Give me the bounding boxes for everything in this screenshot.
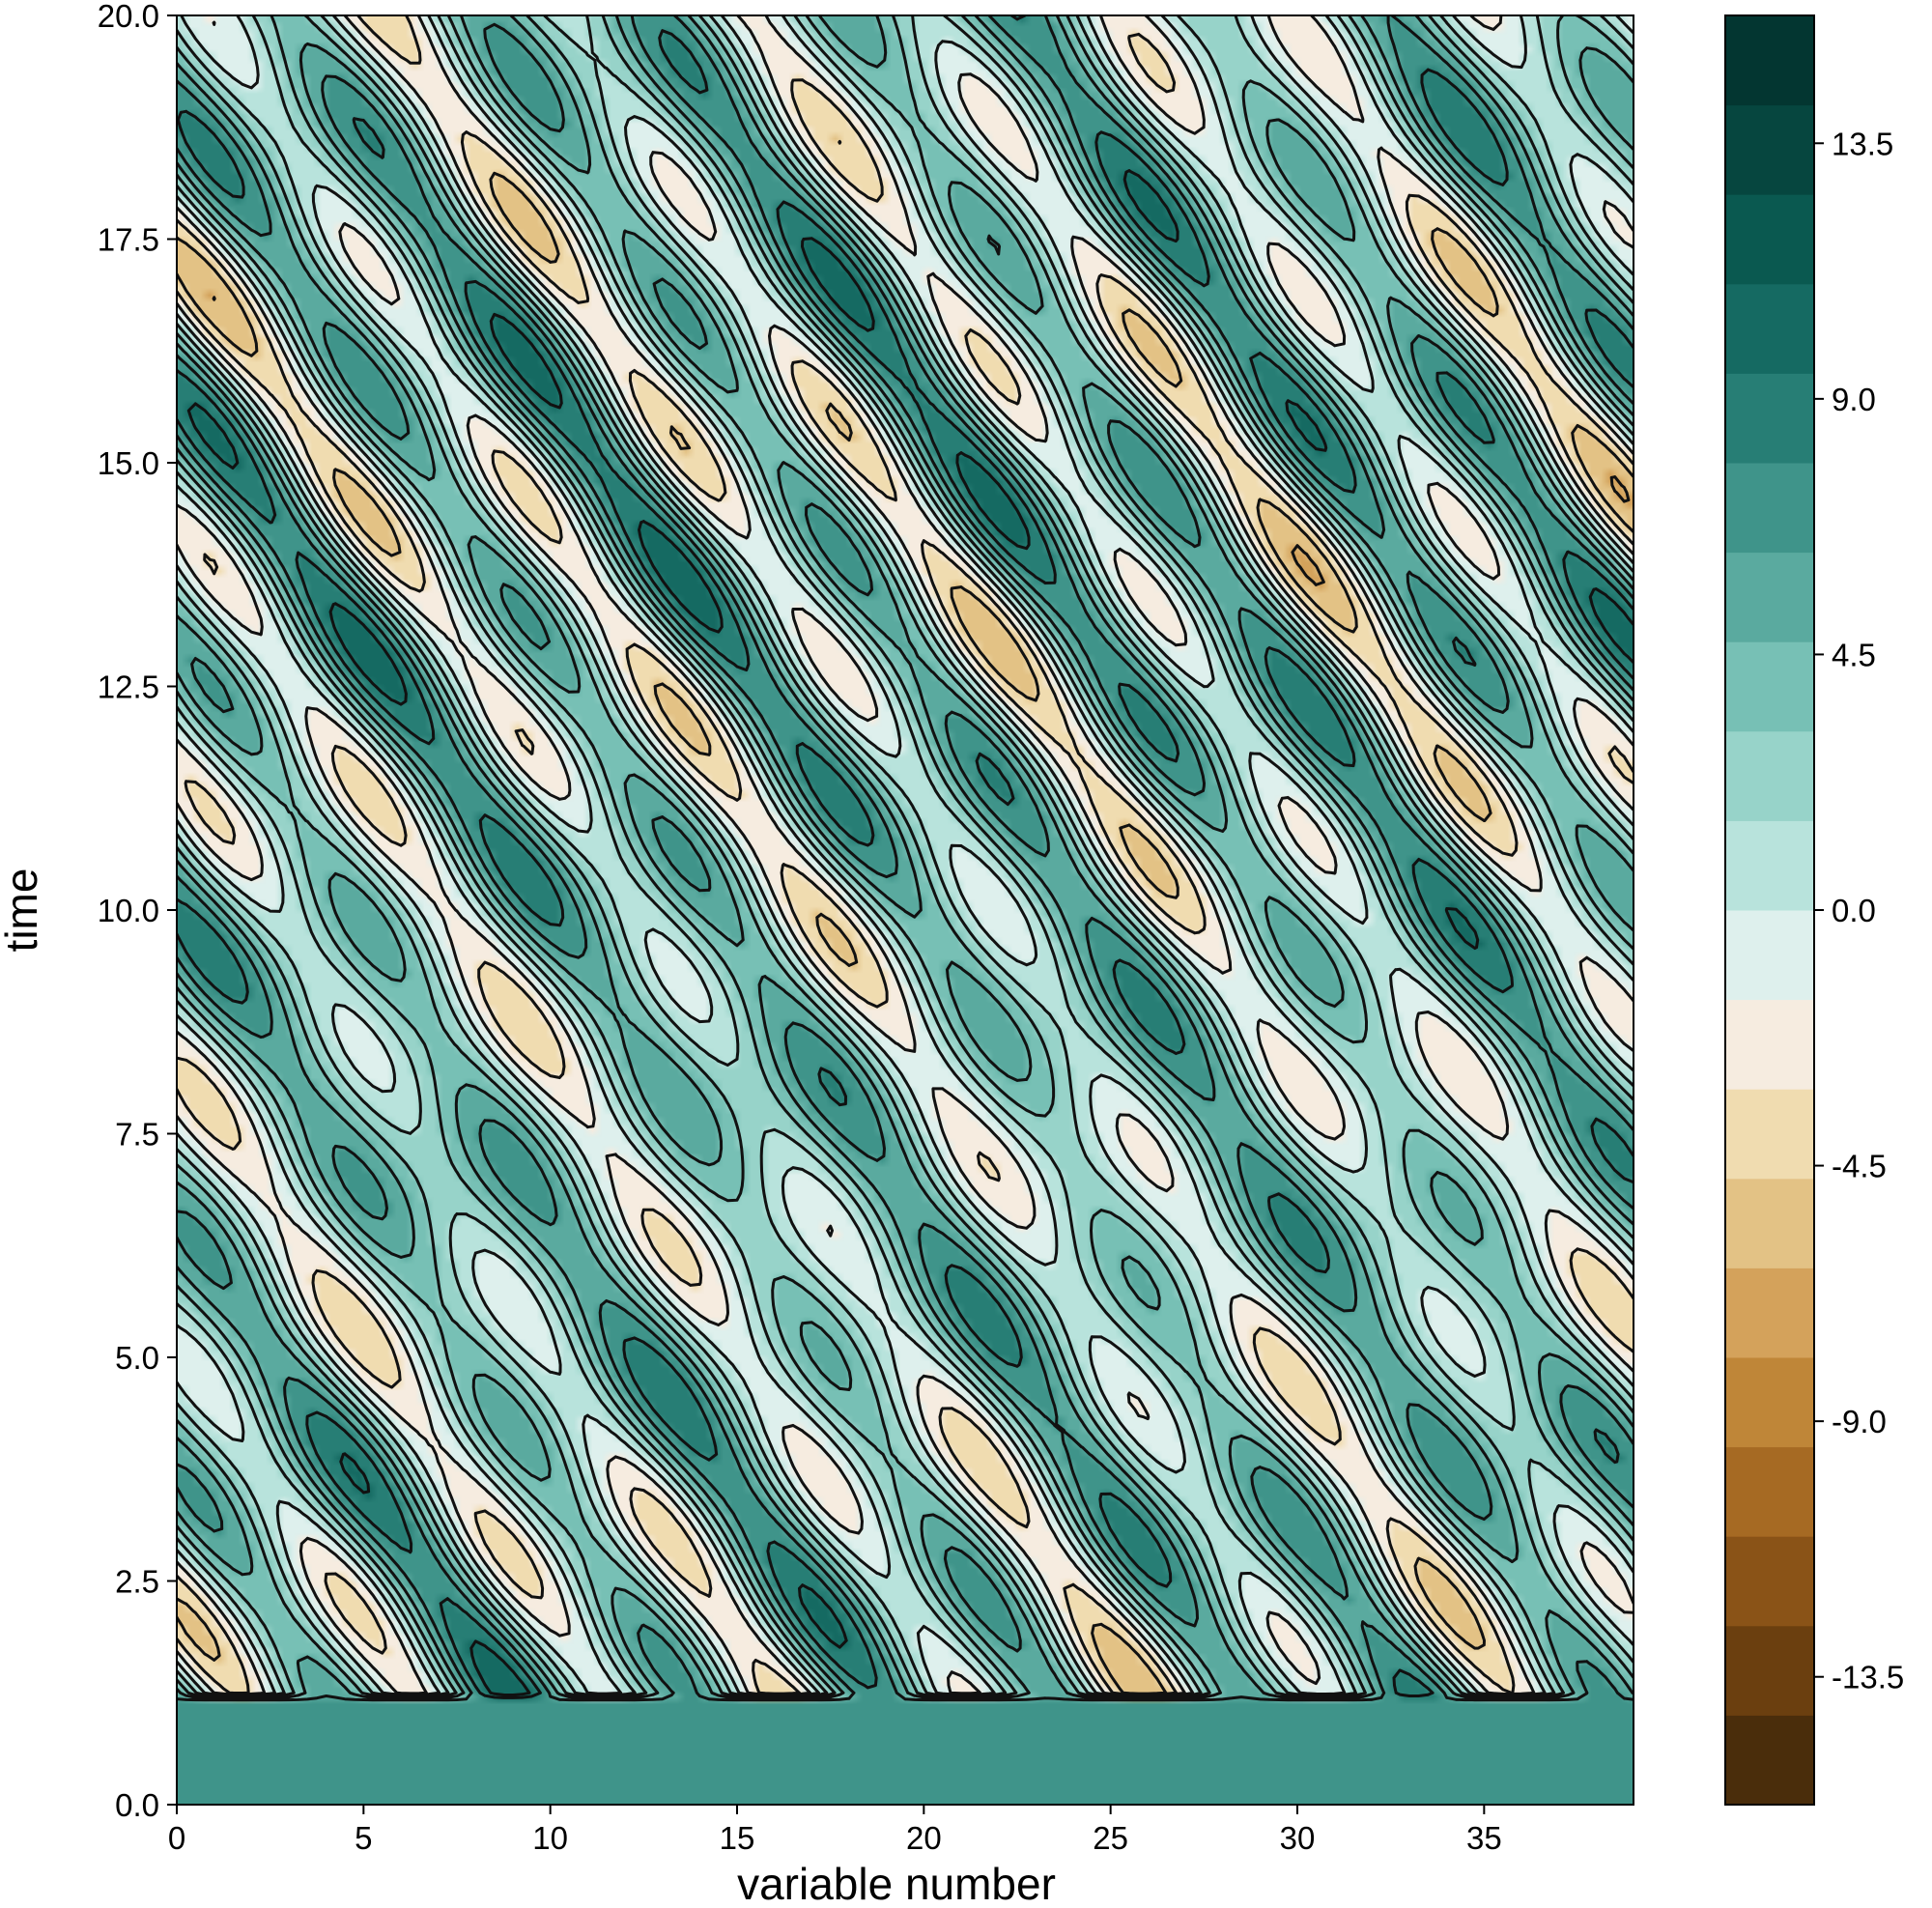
colorbar-tick-label: -9.0 (1832, 1404, 1887, 1439)
y-tick-label: 17.5 (98, 222, 159, 258)
x-tick-label: 25 (1093, 1820, 1128, 1856)
contour-lines (177, 15, 1634, 1702)
colorbar-level (1725, 1446, 1814, 1537)
colorbar-level (1725, 820, 1814, 911)
colorbar: 13.5 9.0 4.5 0.0 -4.5 -9.0 -13.5 (1724, 14, 1904, 1806)
colorbar-tick-label: -4.5 (1832, 1149, 1887, 1184)
colorbar-tick-label: -13.5 (1832, 1660, 1904, 1695)
y-tick-label: 7.5 (115, 1117, 159, 1153)
colorbar-level (1725, 552, 1814, 642)
colorbar-tick-label: 9.0 (1832, 382, 1876, 417)
colorbar-tick-label: 0.0 (1832, 893, 1876, 928)
colorbar-level (1725, 730, 1814, 821)
x-axis: 0 5 10 15 20 25 30 35 (168, 1805, 1502, 1856)
y-tick-label: 5.0 (115, 1340, 159, 1376)
colorbar-level (1725, 194, 1814, 285)
x-tick-label: 15 (720, 1820, 755, 1856)
y-tick-label: 0.0 (115, 1787, 159, 1823)
y-tick-label: 15.0 (98, 445, 159, 481)
colorbar-level (1725, 1357, 1814, 1448)
x-tick-label: 35 (1466, 1820, 1502, 1856)
x-tick-label: 20 (906, 1820, 942, 1856)
plot-area (177, 15, 1634, 1805)
colorbar-level (1725, 104, 1814, 195)
colorbar-level (1725, 1625, 1814, 1716)
colorbar-level (1725, 283, 1814, 374)
x-axis-label: variable number (737, 1859, 1056, 1908)
colorbar-tick-label: 13.5 (1832, 126, 1893, 161)
colorbar-level (1725, 999, 1814, 1090)
colorbar-tick-label: 4.5 (1832, 637, 1876, 672)
x-tick-label: 0 (168, 1820, 185, 1856)
colorbar-level (1725, 910, 1814, 1001)
colorbar-level (1725, 1267, 1814, 1358)
y-axis: 0.0 2.5 5.0 7.5 10.0 12.5 15.0 17.5 20.0 (98, 0, 177, 1823)
y-axis-label: time (0, 869, 46, 953)
x-tick-label: 10 (532, 1820, 568, 1856)
colorbar-level (1725, 1089, 1814, 1180)
colorbar-level (1725, 1536, 1814, 1627)
colorbar-level (1725, 373, 1814, 464)
y-tick-label: 10.0 (98, 893, 159, 928)
x-tick-label: 30 (1280, 1820, 1316, 1856)
colorbar-level (1725, 641, 1814, 732)
colorbar-level (1725, 1715, 1814, 1806)
y-tick-label: 20.0 (98, 0, 159, 34)
colorbar-level (1725, 463, 1814, 554)
y-tick-label: 2.5 (115, 1564, 159, 1600)
y-tick-label: 12.5 (98, 669, 159, 705)
x-tick-label: 5 (355, 1820, 372, 1856)
colorbar-level (1725, 15, 1814, 106)
colorbar-level (1725, 1178, 1814, 1268)
